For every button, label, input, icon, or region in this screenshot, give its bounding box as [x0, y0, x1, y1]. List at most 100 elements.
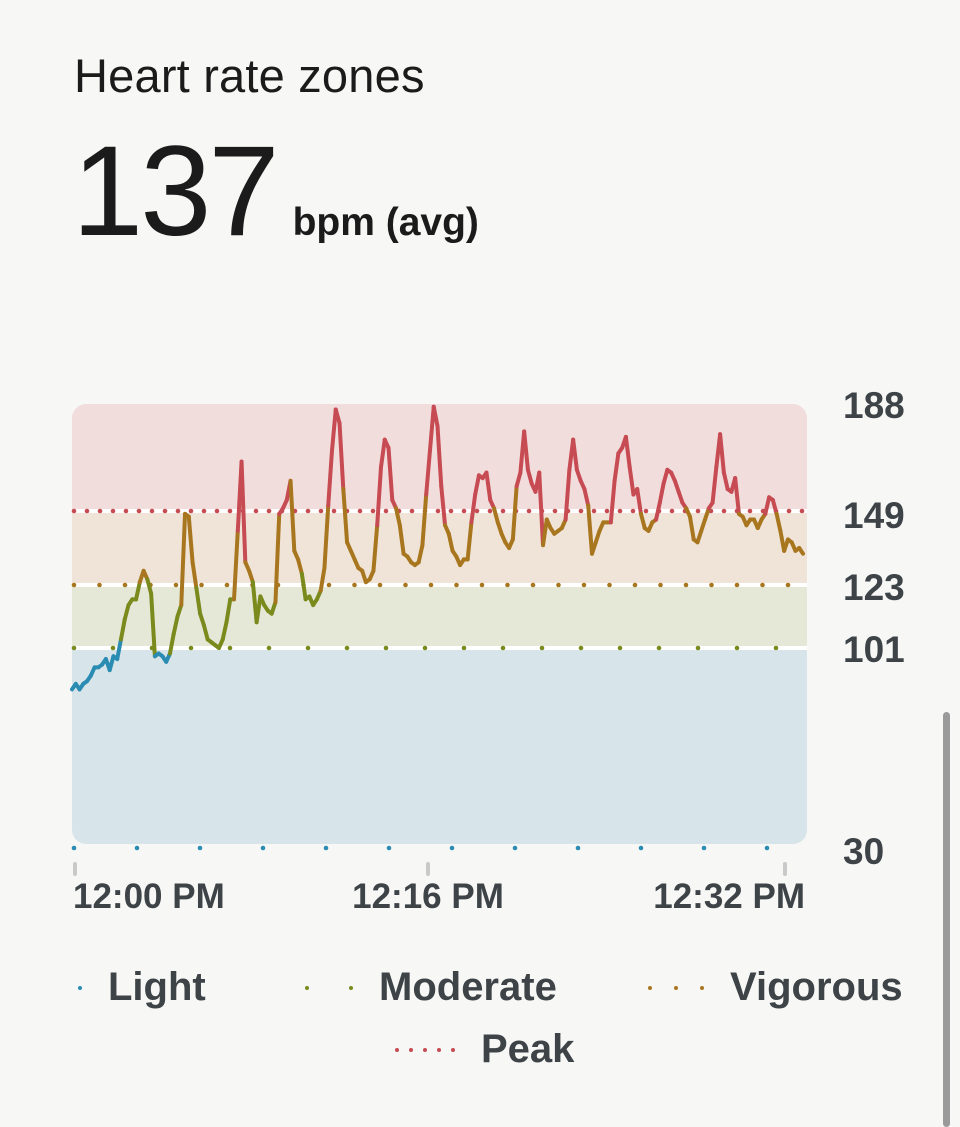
threshold-dot — [357, 508, 363, 514]
threshold-dot — [764, 845, 770, 851]
line-segment — [378, 437, 387, 470]
line-segment — [220, 620, 229, 642]
threshold-dot — [448, 508, 454, 514]
threshold-dot — [734, 582, 740, 588]
threshold-dot — [461, 508, 467, 514]
y-tick-label: 149 — [843, 495, 905, 536]
threshold-dot — [422, 645, 428, 651]
x-axis: 12:00 PM 12:16 PM 12:32 PM — [73, 862, 805, 916]
threshold-dot — [323, 845, 329, 851]
y-tick-label: 188 — [843, 385, 905, 426]
line-segment — [375, 465, 383, 528]
line-segment — [424, 448, 432, 497]
threshold-dot — [709, 582, 714, 588]
line-segment — [774, 511, 783, 533]
threshold-dot — [227, 645, 233, 651]
line-segment — [371, 523, 380, 573]
line-segment — [190, 560, 199, 590]
threshold-dot — [386, 845, 392, 851]
line-segment — [687, 514, 696, 542]
threshold-dot — [500, 508, 506, 514]
threshold-dot — [578, 508, 584, 514]
line-segment — [510, 484, 519, 542]
x-tick-label: 12:32 PM — [653, 877, 805, 916]
legend-label: Vigorous — [730, 965, 903, 1009]
threshold-dot — [199, 582, 204, 588]
threshold-dot — [575, 845, 581, 851]
threshold-dot — [578, 645, 584, 651]
line-segment — [149, 591, 157, 659]
threshold-dot — [84, 508, 90, 514]
line-segment — [299, 571, 308, 602]
threshold-dot — [656, 645, 662, 651]
line-segment — [541, 517, 549, 548]
light-baseline-line — [71, 845, 770, 851]
line-segment — [638, 511, 647, 531]
threshold-dot — [604, 508, 610, 514]
line-segment — [571, 437, 579, 472]
threshold-dot — [632, 582, 638, 588]
zone-bands — [72, 404, 807, 844]
vigorous-threshold-line — [71, 582, 791, 588]
threshold-dot — [581, 582, 587, 588]
threshold-dot — [71, 645, 77, 651]
threshold-dot — [383, 508, 389, 514]
line-segment — [386, 445, 395, 503]
threshold-dot — [785, 582, 791, 588]
line-segment — [492, 506, 500, 525]
moderate-threshold-line — [71, 645, 779, 651]
average-value: 137 — [72, 120, 280, 263]
x-tick-label: 12:00 PM — [73, 877, 225, 916]
threshold-dot — [110, 508, 116, 514]
line-segment — [175, 603, 184, 619]
threshold-dot — [449, 845, 455, 851]
line-segment — [608, 478, 617, 525]
scrollbar[interactable] — [943, 712, 950, 1127]
threshold-dot — [461, 645, 467, 651]
legend-item-vigorous: Vigorous — [648, 965, 903, 1010]
heart-rate-line — [70, 404, 805, 692]
threshold-dot — [701, 845, 707, 851]
threshold-dot — [344, 645, 350, 651]
heart-rate-chart[interactable]: 188 149 123 101 30 12:00 PM 12:16 PM 12:32 PM — [0, 0, 960, 960]
line-segment — [586, 503, 594, 556]
threshold-dot — [71, 508, 77, 514]
threshold-dot — [188, 645, 194, 651]
line-segment — [514, 470, 523, 489]
line-segment — [522, 429, 530, 472]
threshold-dot — [305, 645, 311, 651]
zone-band-light — [72, 648, 807, 844]
line-segment — [623, 434, 632, 470]
line-segment — [420, 492, 429, 548]
line-segment — [469, 492, 478, 525]
line-segment — [134, 580, 142, 602]
threshold-dot — [695, 508, 701, 514]
threshold-dot — [97, 508, 103, 514]
threshold-dot — [305, 508, 311, 514]
line-segment — [427, 404, 436, 453]
legend-item-peak: Peak — [395, 1027, 574, 1072]
line-segment — [179, 511, 188, 608]
threshold-dot — [318, 508, 324, 514]
threshold-dot — [530, 582, 536, 588]
zone-threshold-lines — [71, 508, 805, 851]
moderate-dots-icon — [305, 985, 353, 990]
line-segment — [439, 484, 448, 528]
line-segment — [797, 546, 805, 556]
legend-item-light: Light — [78, 965, 206, 1010]
threshold-dot — [500, 645, 506, 651]
line-segment — [661, 467, 670, 486]
threshold-dot — [683, 582, 689, 588]
line-segment — [288, 478, 297, 553]
threshold-dot — [260, 845, 266, 851]
page-title: Heart rate zones — [74, 49, 425, 102]
threshold-dot — [122, 582, 128, 588]
threshold-dot — [352, 582, 357, 588]
line-segment — [232, 528, 240, 602]
threshold-dot — [175, 508, 181, 514]
threshold-dot — [253, 508, 259, 514]
threshold-dot — [474, 508, 480, 514]
line-segment — [107, 654, 116, 673]
line-segment — [431, 404, 440, 428]
line-segment — [394, 506, 402, 528]
